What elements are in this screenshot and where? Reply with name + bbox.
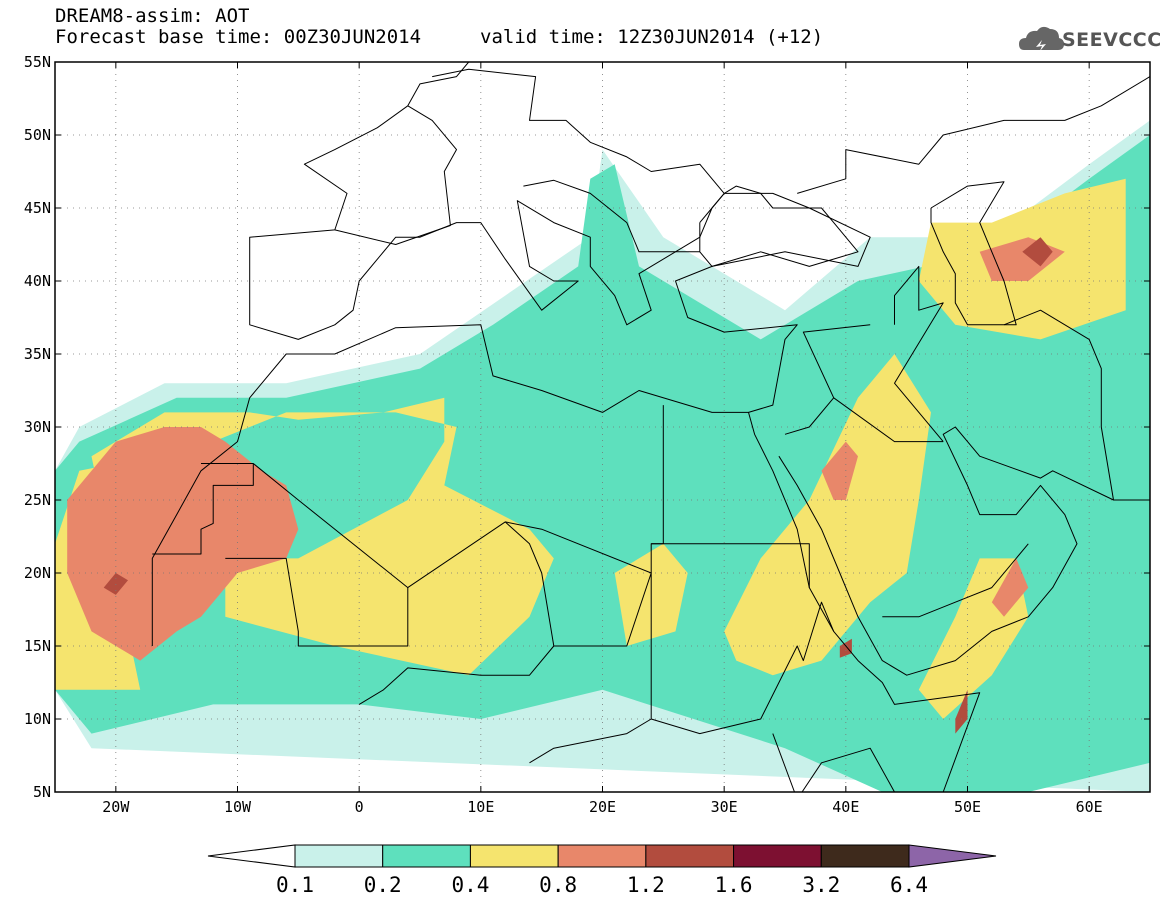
valid-time: valid time: 12Z30JUN2014 (+12) (480, 26, 824, 48)
outline-borders-10 (784, 397, 835, 435)
outline-borders-2 (152, 463, 254, 555)
outline-borders-12 (894, 265, 944, 442)
outline-borders-11 (882, 543, 1029, 618)
y-tick-label: 35N (24, 345, 51, 363)
colorbar-segment (382, 844, 471, 868)
x-tick-label: 20E (589, 798, 616, 816)
x-tick-label: 20W (102, 798, 130, 816)
x-tick-label: 10W (224, 798, 252, 816)
colorbar-label: 0.1 (276, 873, 314, 897)
x-tick-label: 10E (467, 798, 494, 816)
y-tick-label: 40N (24, 272, 51, 290)
aot-region-level-3 (55, 397, 554, 690)
outline-borders-16 (523, 179, 700, 253)
outline-borders-13 (1003, 309, 1114, 501)
colorbar-segment (469, 844, 559, 868)
outline-borders-14 (334, 105, 457, 245)
seevccc-logo-text: SEEVCCC (1062, 29, 1162, 51)
outline-borders-17 (797, 76, 1150, 194)
y-tick-label: 25N (24, 491, 51, 509)
outline-black-sea (699, 185, 859, 267)
y-tick-label: 55N (24, 53, 51, 71)
aot-fill-layer (55, 120, 1150, 792)
outline-borders-15 (432, 68, 725, 194)
colorbar: 0.1 0.2 0.4 0.8 1.2 1.6 3.2 6.4 (207, 844, 997, 897)
outline-borders-6 (651, 543, 810, 588)
colorbar-label: 6.4 (890, 873, 928, 897)
colorbar-segment (820, 844, 910, 868)
x-tick-label: 60E (1076, 798, 1103, 816)
aot-region-level-5 (839, 638, 852, 658)
x-tick-label: 0 (355, 798, 364, 816)
coastlines-and-borders (151, 62, 1150, 792)
lat-lon-grid (55, 62, 1150, 792)
outline-borders-4 (358, 521, 555, 705)
colorbar-segment (645, 844, 735, 868)
x-tick-label: 50E (954, 798, 981, 816)
aot-region-level-4 (991, 558, 1029, 617)
outline-caspian (930, 181, 1017, 326)
aot-region-level-5 (1022, 237, 1053, 267)
colorbar-upper-arrow (908, 844, 997, 868)
y-tick-label: 5N (33, 783, 51, 801)
aot-region-level-4 (821, 441, 858, 500)
colorbar-label: 1.2 (627, 873, 665, 897)
y-tick-label: 50N (24, 126, 51, 144)
aot-region-level-5 (103, 573, 128, 595)
aot-region-level-5 (955, 689, 968, 734)
x-tick-label: 40E (832, 798, 859, 816)
outline-borders-8 (772, 733, 895, 792)
axis-ticks: 20W 10W 0 10E 20E 30E 40E 50E 60E 55N 50N 45N 40N 35N… (24, 53, 1150, 816)
x-tick-label: 30E (711, 798, 738, 816)
cloud-icon (1019, 26, 1064, 51)
colorbar-label: 0.4 (451, 873, 489, 897)
colorbar-label: 0.8 (539, 873, 577, 897)
y-tick-label: 45N (24, 199, 51, 217)
colorbar-segment (294, 844, 384, 868)
colorbar-segment (733, 844, 822, 868)
colorbar-label: 3.2 (802, 873, 840, 897)
map-title: DREAM8-assim: AOT (55, 5, 250, 27)
y-tick-label: 15N (24, 637, 51, 655)
outline-arabia-coast (778, 426, 1150, 676)
outline-north-africa-coast (151, 62, 871, 646)
colorbar-label: 1.6 (715, 873, 753, 897)
outline-borders-3 (225, 557, 409, 647)
y-tick-label: 30N (24, 418, 51, 436)
forecast-times: Forecast base time: 00Z30JUN2014 valid ti… (55, 26, 823, 48)
colorbar-lower-arrow (207, 844, 296, 868)
outline-borders-7 (651, 601, 835, 735)
colorbar-label: 0.2 (364, 873, 402, 897)
y-tick-label: 10N (24, 710, 51, 728)
colorbar-segment (557, 844, 647, 868)
aot-region-level-3 (724, 354, 931, 676)
base-time: Forecast base time: 00Z30JUN2014 (55, 26, 422, 48)
y-tick-label: 20N (24, 564, 51, 582)
